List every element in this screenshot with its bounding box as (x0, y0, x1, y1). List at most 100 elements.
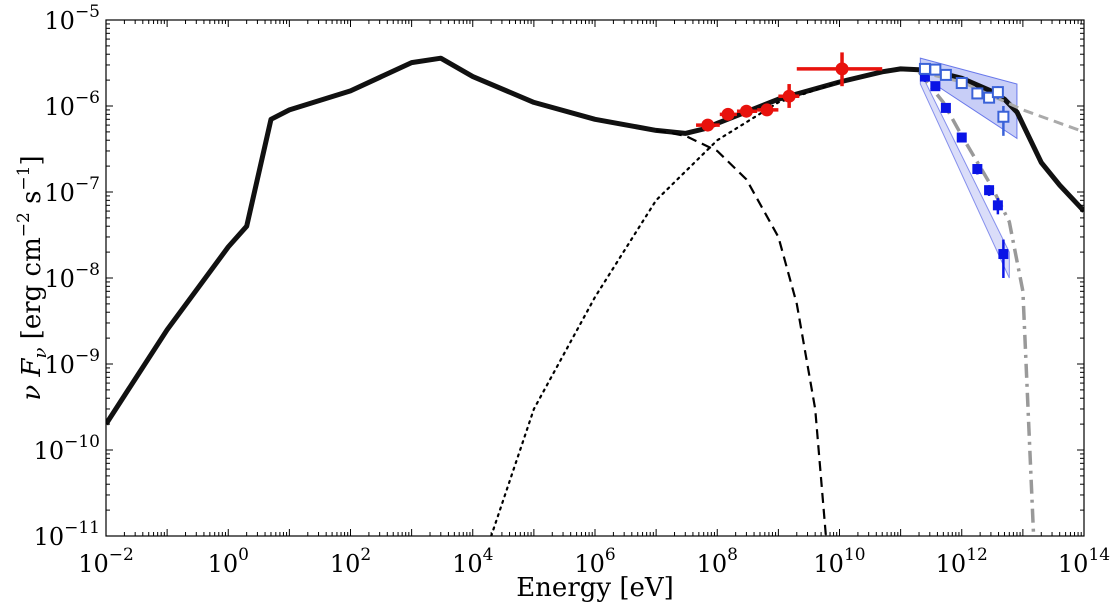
tev-deabsorbed-marker (955, 77, 968, 90)
y-label-units-a: [erg cm (17, 237, 47, 347)
gamma-ray-data-point-5 (796, 52, 883, 87)
x-tick-label: 1010 (813, 545, 865, 578)
tev-observed-marker (984, 185, 995, 196)
tev-observed-marker (972, 164, 983, 175)
tev-observed-point-2 (940, 102, 951, 113)
tev-deabsorbed-marker (939, 68, 952, 81)
y-tick-base: 10 (44, 351, 75, 379)
gamma-ray-data-point-4 (778, 84, 800, 108)
x-tick-base: 10 (574, 550, 605, 578)
y-label-exp-2: −2 (14, 212, 34, 237)
gamma-ray-data-point-1 (719, 107, 737, 121)
y-tick-base: 10 (44, 93, 75, 121)
tev-observed-point-7 (998, 239, 1009, 278)
x-tick-label: 1012 (936, 545, 988, 578)
tev-deabsorbed-marker (918, 62, 931, 75)
x-tick-label: 102 (330, 545, 371, 578)
y-tick-exp: −10 (64, 432, 100, 452)
y-tick-base: 10 (44, 179, 75, 207)
tev-observed-point-3 (956, 132, 967, 143)
tev-observed-point-5 (984, 185, 995, 196)
tev-observed-marker (956, 132, 967, 143)
x-tick-base: 10 (697, 550, 728, 578)
x-tick-base: 10 (452, 550, 483, 578)
tev-deabsorbed-point-2 (939, 68, 952, 81)
tev-deabsorbed-point-4 (971, 87, 984, 100)
tev-deabsorbed-marker (991, 86, 1004, 99)
y-label-units-b: s (17, 191, 47, 213)
tev-observed-point-4 (972, 164, 983, 175)
gamma-ray-data-point-3 (757, 103, 779, 117)
tev-observed-marker (919, 71, 930, 82)
tev-deabsorbed-point-1 (929, 63, 942, 76)
tev-observed-marker (992, 200, 1003, 211)
y-tick-base: 10 (34, 523, 65, 551)
y-label-nu-f-nu: ν F (17, 358, 47, 401)
tev-deabsorbed-marker (929, 63, 942, 76)
y-tick-label: 10−6 (44, 88, 100, 121)
gamma-ray-data-point-0 (696, 118, 720, 132)
x-tick-exp: 14 (1088, 545, 1110, 565)
y-tick-base: 10 (44, 7, 75, 35)
gamma-ray-data-marker (835, 62, 849, 76)
absorbed-spectrum-model-line (917, 70, 1036, 536)
y-tick-base: 10 (44, 265, 75, 293)
x-tick-base: 10 (1058, 550, 1089, 578)
gamma-ray-data-marker (782, 89, 796, 103)
x-tick-exp: 0 (238, 545, 249, 565)
x-tick-exp: 2 (360, 545, 371, 565)
data-points-layer (696, 52, 1010, 278)
y-tick-exp: −6 (75, 88, 100, 108)
x-tick-base: 10 (78, 550, 109, 578)
x-tick-label: 106 (574, 545, 615, 578)
gamma-ray-data-point-2 (736, 104, 758, 118)
y-tick-label: 10−11 (34, 518, 100, 551)
x-tick-label: 104 (452, 545, 493, 578)
tev-deabsorbed-marker (971, 87, 984, 100)
tev-observed-marker (940, 102, 951, 113)
y-tick-exp: −7 (75, 174, 100, 194)
y-label-exp-1: −1 (14, 165, 34, 190)
tev-observed-marker (998, 249, 1009, 260)
tev-observed-point-1 (930, 81, 941, 92)
x-tick-base: 10 (936, 550, 967, 578)
y-tick-exp: −5 (75, 2, 100, 22)
y-label-sub-nu: ν (30, 348, 51, 359)
x-tick-label: 1014 (1058, 545, 1110, 578)
x-tick-base: 10 (813, 550, 844, 578)
synchrotron-component-line (655, 129, 827, 536)
x-tick-exp: 8 (727, 545, 738, 565)
x-tick-label: 10−2 (78, 545, 134, 578)
inverse-compton-component-line (490, 80, 841, 536)
tev-deabsorbed-marker (997, 110, 1010, 123)
y-tick-exp: −9 (75, 346, 100, 366)
y-tick-exp: −11 (64, 518, 100, 538)
y-tick-label: 10−9 (44, 346, 100, 379)
x-tick-base: 10 (208, 550, 239, 578)
y-label-units-c: ] (17, 155, 47, 165)
x-tick-exp: 4 (483, 545, 494, 565)
y-tick-label: 10−8 (44, 260, 100, 293)
y-tick-label: 10−10 (34, 432, 100, 465)
tev-deabsorbed-point-6 (991, 86, 1004, 100)
tev-observed-marker (930, 81, 941, 92)
x-tick-exp: 10 (844, 545, 866, 565)
tev-observed-point-6 (992, 198, 1003, 215)
y-tick-label: 10−7 (44, 174, 100, 207)
x-tick-exp: 12 (966, 545, 988, 565)
gamma-ray-data-marker (721, 107, 735, 121)
x-tick-exp: 6 (605, 545, 616, 565)
y-tick-exp: −8 (75, 260, 100, 280)
tev-deabsorbed-point-3 (955, 77, 968, 90)
x-tick-exp: −2 (109, 545, 134, 565)
y-axis-label: ν Fν [erg cm−2 s−1] (14, 155, 51, 400)
tev-deabsorbed-point-0 (918, 62, 931, 75)
x-tick-label: 100 (208, 545, 249, 578)
x-tick-base: 10 (330, 550, 361, 578)
gamma-ray-data-marker (701, 118, 715, 132)
axis-ticks: 10−2 100 102 104 106 108 1010 1012 101410−1110−1… (34, 2, 1111, 578)
y-tick-base: 10 (34, 437, 65, 465)
x-tick-label: 108 (697, 545, 738, 578)
x-axis-label: Energy [eV] (516, 573, 674, 603)
